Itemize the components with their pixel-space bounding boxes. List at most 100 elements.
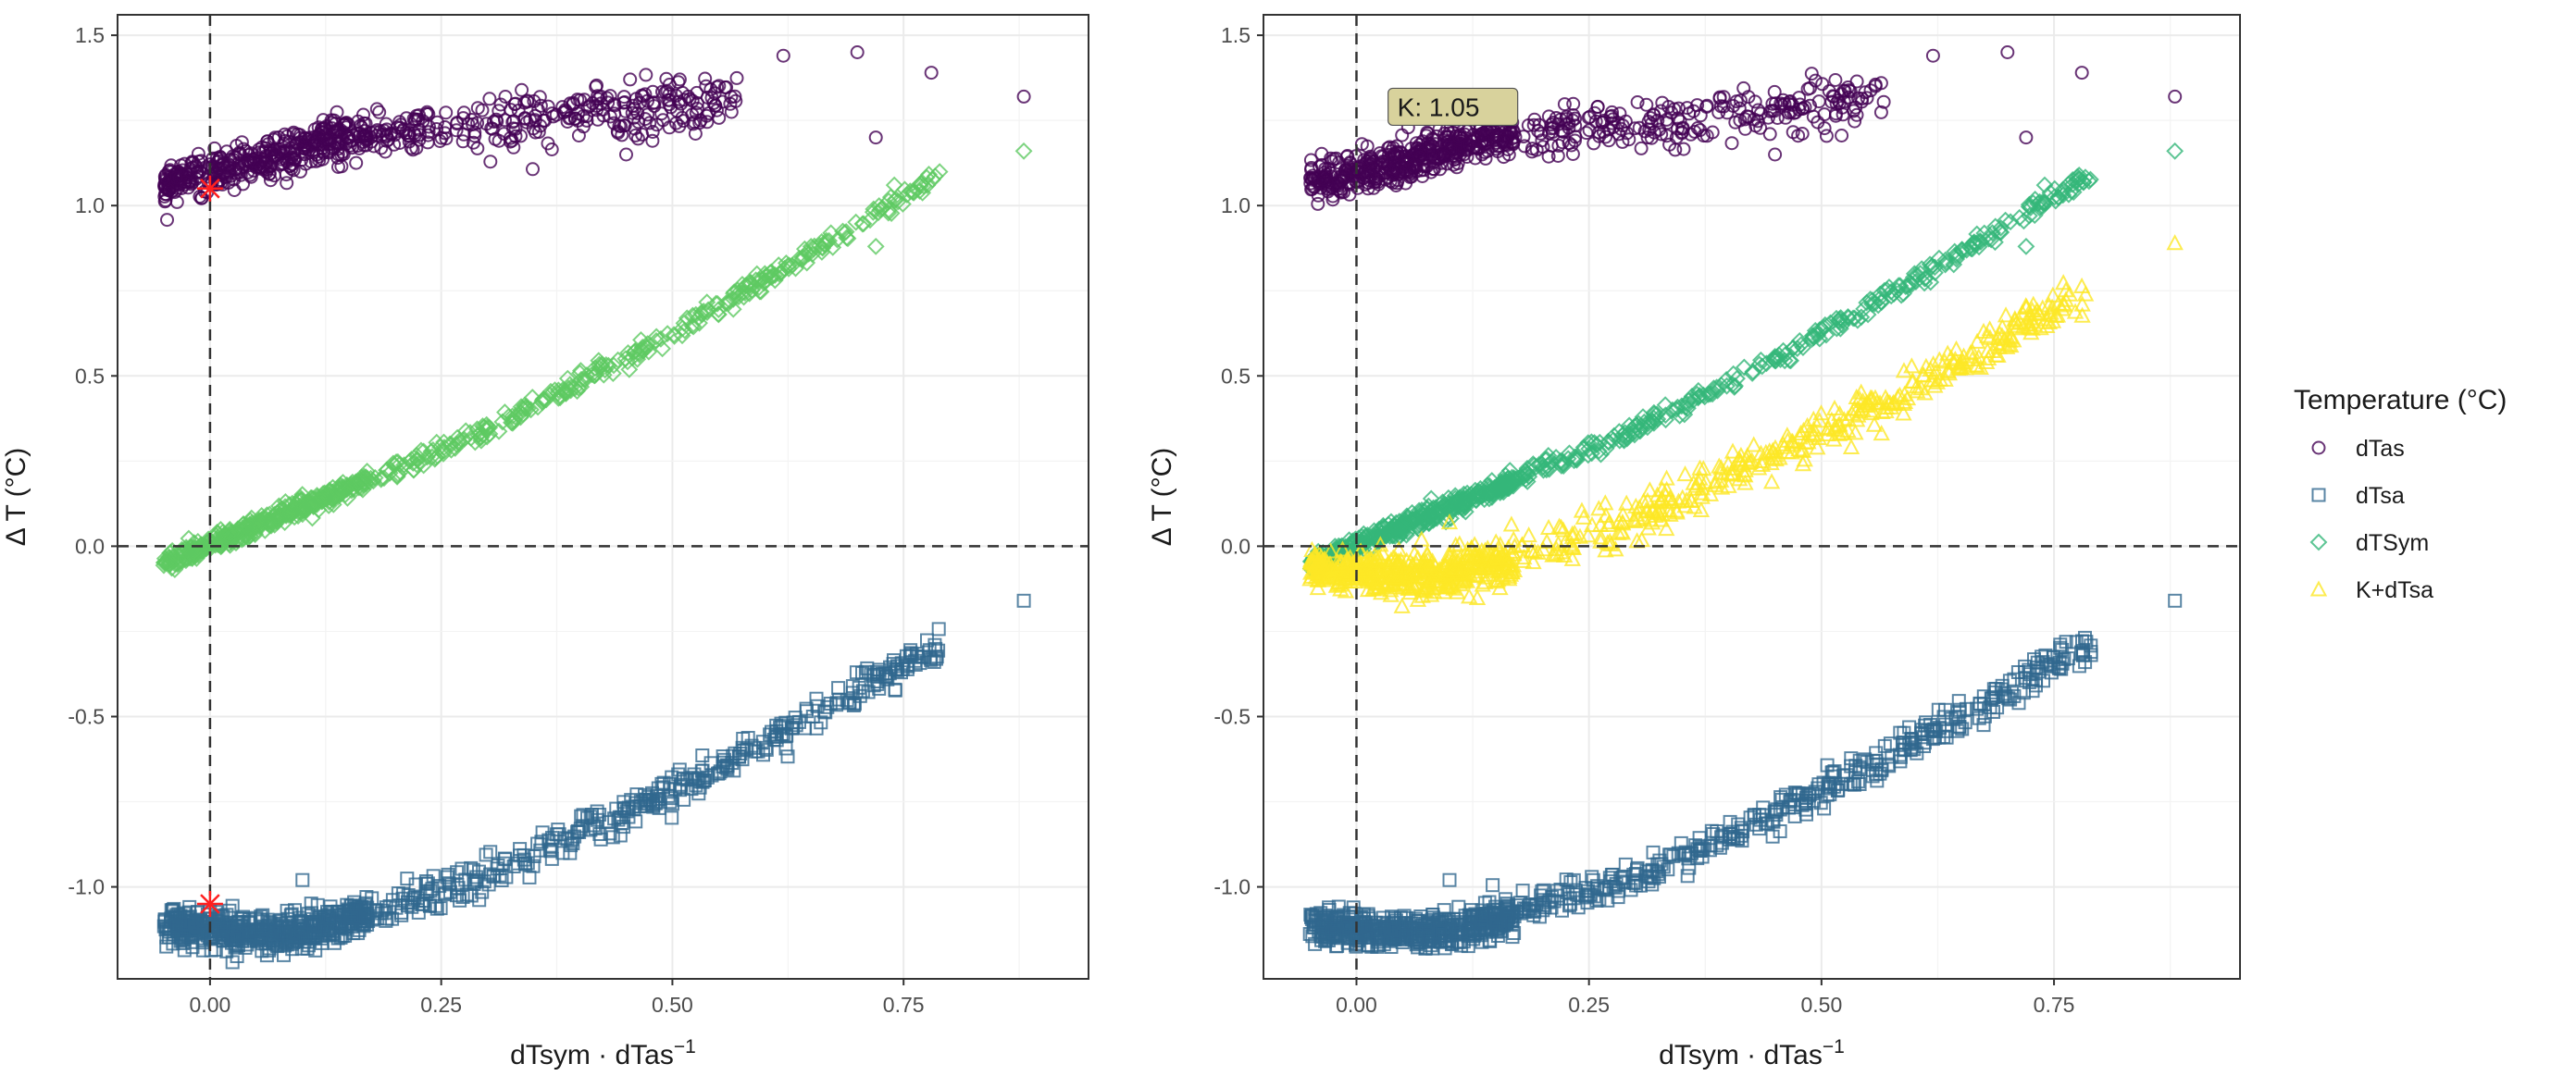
data-point bbox=[1874, 763, 1889, 778]
data-point bbox=[1892, 748, 1907, 762]
data-point bbox=[1551, 138, 1566, 153]
data-point bbox=[673, 327, 691, 345]
data-point bbox=[805, 710, 820, 724]
data-point bbox=[442, 877, 457, 892]
data-point bbox=[523, 113, 538, 128]
data-point bbox=[1460, 139, 1475, 154]
data-point bbox=[470, 116, 485, 130]
data-point bbox=[1860, 91, 1874, 105]
data-point bbox=[1722, 832, 1736, 847]
data-point bbox=[920, 166, 938, 183]
data-point bbox=[574, 809, 589, 823]
data-point bbox=[1379, 921, 1394, 935]
data-point bbox=[1748, 118, 1763, 133]
data-point bbox=[429, 115, 444, 130]
data-point bbox=[1412, 150, 1427, 165]
data-point bbox=[477, 874, 492, 889]
data-point bbox=[685, 107, 700, 122]
data-point bbox=[1433, 925, 1448, 940]
data-point bbox=[592, 357, 611, 376]
data-point bbox=[1632, 120, 1647, 135]
data-point bbox=[1855, 92, 1870, 106]
data-point bbox=[479, 420, 496, 439]
data-point bbox=[515, 82, 529, 97]
data-point bbox=[901, 182, 919, 201]
data-point bbox=[930, 163, 949, 181]
data-point bbox=[723, 96, 738, 111]
data-point bbox=[469, 426, 488, 444]
data-point bbox=[879, 670, 894, 685]
data-point bbox=[1420, 126, 1435, 141]
data-point bbox=[1848, 100, 1863, 115]
data-point bbox=[583, 365, 602, 384]
x-axis-title: dTsym · dTas−1 bbox=[510, 1036, 696, 1070]
data-point bbox=[650, 117, 665, 132]
data-point bbox=[225, 898, 240, 913]
data-point bbox=[379, 900, 393, 915]
data-point bbox=[614, 810, 628, 824]
data-point bbox=[1451, 927, 1466, 942]
data-point bbox=[645, 125, 660, 139]
data-point bbox=[1811, 777, 1826, 792]
data-point bbox=[628, 121, 642, 136]
data-point bbox=[544, 838, 559, 853]
data-point bbox=[776, 259, 793, 278]
data-point bbox=[1630, 95, 1645, 109]
data-point bbox=[661, 93, 676, 107]
left-panel: 0.00 0.25 0.50 0.75-1.0-0.50.00.51.01.5dTsy… bbox=[1, 14, 1089, 1070]
data-point bbox=[1724, 136, 1739, 151]
data-point bbox=[2001, 691, 2016, 706]
data-point bbox=[1917, 736, 1932, 750]
data-point bbox=[351, 926, 366, 941]
data-point bbox=[1795, 127, 1810, 141]
data-point bbox=[291, 127, 305, 142]
data-point bbox=[1399, 176, 1413, 191]
data-point bbox=[182, 164, 197, 179]
data-point bbox=[1522, 903, 1537, 918]
data-point bbox=[662, 87, 677, 102]
data-point bbox=[456, 127, 471, 142]
data-point bbox=[1791, 785, 1806, 800]
data-point bbox=[687, 115, 702, 130]
data-point bbox=[1605, 105, 1619, 119]
data-point bbox=[401, 895, 415, 909]
data-point bbox=[467, 135, 480, 150]
data-point bbox=[467, 129, 482, 143]
data-point bbox=[2075, 644, 2090, 659]
data-point bbox=[831, 692, 846, 707]
data-point bbox=[717, 80, 732, 94]
data-point bbox=[810, 699, 825, 713]
data-point bbox=[175, 917, 190, 932]
data-point bbox=[630, 105, 645, 120]
data-point bbox=[1562, 898, 1576, 913]
data-point bbox=[1639, 97, 1654, 112]
data-point bbox=[355, 120, 369, 135]
data-point bbox=[1653, 104, 1668, 118]
data-point bbox=[1732, 101, 1747, 116]
data-point bbox=[1815, 77, 1830, 92]
data-point bbox=[2046, 188, 2063, 206]
data-point bbox=[893, 195, 912, 213]
data-point bbox=[180, 180, 195, 195]
y-tick-label: -0.5 bbox=[68, 704, 105, 728]
data-point bbox=[188, 927, 203, 942]
data-point bbox=[1016, 593, 1031, 608]
data-point bbox=[698, 71, 713, 86]
data-point bbox=[321, 909, 336, 924]
data-point bbox=[607, 97, 621, 112]
data-point bbox=[638, 87, 653, 102]
data-point bbox=[866, 237, 885, 255]
data-point bbox=[1976, 689, 1991, 704]
data-point bbox=[2084, 648, 2098, 662]
data-point bbox=[418, 448, 436, 466]
data-point bbox=[1850, 774, 1865, 789]
data-point bbox=[315, 130, 330, 144]
data-point bbox=[1792, 91, 1807, 105]
data-point bbox=[1663, 847, 1678, 862]
data-point bbox=[271, 924, 286, 939]
data-point bbox=[1389, 176, 1404, 191]
data-point bbox=[1910, 746, 1924, 761]
data-point bbox=[534, 835, 549, 849]
data-point bbox=[1768, 147, 1783, 162]
data-point bbox=[1849, 107, 1864, 122]
